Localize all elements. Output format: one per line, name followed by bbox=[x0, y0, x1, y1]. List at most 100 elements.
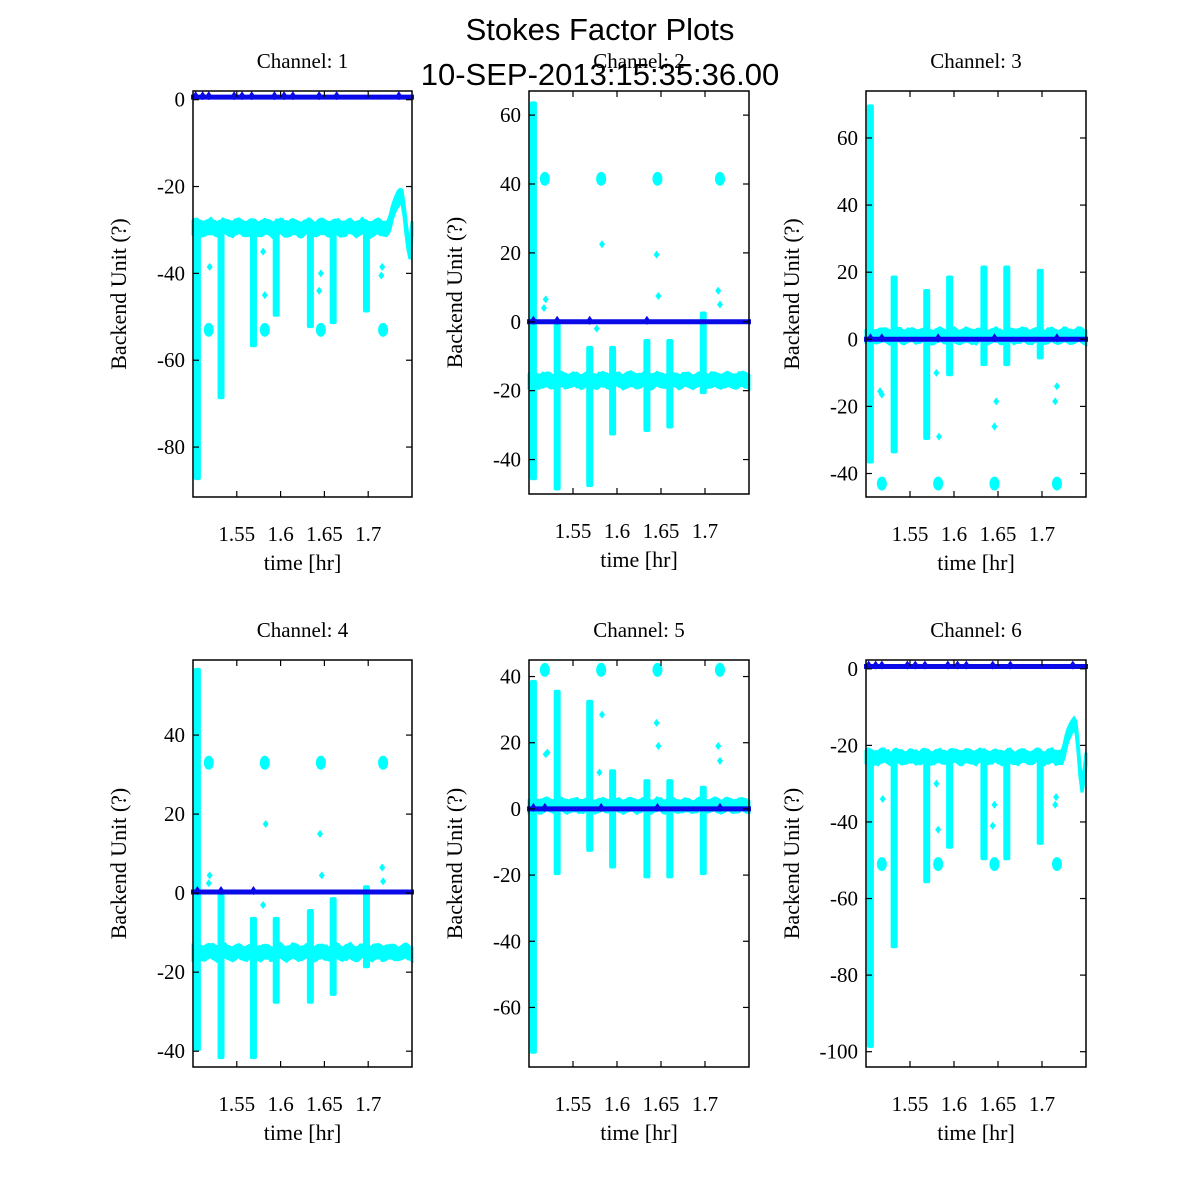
panel-channel-3: 1.55 1.6 1.65 1.7 60 40 20 0 -20 -40 Channel: 3 tim… bbox=[779, 49, 1088, 575]
cyan-point bbox=[379, 262, 386, 271]
y-tick-label: -20 bbox=[830, 394, 858, 418]
y-tick-label: 40 bbox=[500, 172, 521, 196]
blue-marker bbox=[238, 91, 247, 101]
blue-series bbox=[527, 315, 751, 325]
y-tick-label: -40 bbox=[830, 810, 858, 834]
blue-marker bbox=[247, 91, 256, 101]
blue-marker bbox=[553, 315, 562, 325]
panel-channel-5: 1.55 1.6 1.65 1.7 40 20 0 -20 -40 -60 Channel: 5 ti… bbox=[442, 618, 751, 1145]
cyan-point bbox=[1052, 397, 1059, 406]
cyan-cluster bbox=[933, 857, 944, 872]
blue-marker bbox=[288, 91, 297, 101]
blue-marker bbox=[204, 91, 213, 101]
y-tick-label: 20 bbox=[500, 241, 521, 265]
cyan-point bbox=[991, 422, 998, 431]
x-axis-label: time [hr] bbox=[600, 547, 678, 572]
cyan-spike bbox=[217, 893, 225, 1060]
panel-title: Channel: 5 bbox=[593, 618, 685, 642]
figure-title: Stokes Factor Plots bbox=[466, 12, 735, 47]
cyan-series bbox=[191, 187, 414, 481]
blue-marker bbox=[962, 660, 971, 670]
panel-channel-2: 1.55 1.6 1.65 1.7 60 40 20 0 -20 -40 Channel: 2 tim… bbox=[442, 49, 751, 572]
cyan-spike bbox=[890, 275, 898, 454]
cyan-cluster bbox=[652, 662, 663, 677]
plot-area bbox=[191, 91, 414, 481]
cyan-baseline-band bbox=[191, 187, 414, 260]
cyan-spike bbox=[529, 679, 537, 1054]
x-axis-label: time [hr] bbox=[937, 1120, 1015, 1145]
blue-series bbox=[527, 802, 751, 812]
cyan-cluster bbox=[989, 476, 1000, 491]
y-tick-label: -20 bbox=[830, 733, 858, 757]
y-tick-label: -40 bbox=[830, 462, 858, 486]
panel-title: Channel: 6 bbox=[930, 618, 1022, 642]
axes-frame bbox=[192, 90, 413, 498]
cyan-cluster bbox=[259, 322, 270, 337]
panel-channel-1: 1.55 1.6 1.65 1.7 0 -20 -40 -60 -80 Channel: 1 tim… bbox=[106, 49, 414, 575]
x-axis-label: time [hr] bbox=[937, 550, 1015, 575]
y-tick-label: -20 bbox=[493, 379, 521, 403]
blue-marker bbox=[540, 802, 549, 812]
cyan-point bbox=[260, 900, 267, 909]
cyan-cluster bbox=[203, 755, 214, 770]
cyan-cluster bbox=[378, 322, 389, 337]
y-tick-label: 60 bbox=[837, 126, 858, 150]
cyan-cluster bbox=[1051, 857, 1062, 872]
cyan-point bbox=[206, 262, 213, 271]
blue-marker bbox=[1052, 333, 1061, 343]
y-tick-label: -60 bbox=[830, 887, 858, 911]
plot-area bbox=[191, 667, 414, 1060]
x-tick-label: 1.55 bbox=[892, 522, 929, 546]
blue-marker bbox=[198, 91, 207, 101]
cyan-spike bbox=[329, 897, 337, 996]
blue-marker bbox=[217, 885, 226, 895]
y-tick-label: -40 bbox=[493, 448, 521, 472]
cyan-spike bbox=[362, 885, 370, 969]
cyan-spike bbox=[890, 756, 898, 949]
cyan-point bbox=[716, 756, 723, 765]
y-tick-label: 0 bbox=[848, 657, 859, 681]
blue-marker bbox=[597, 802, 606, 812]
blue-marker bbox=[866, 333, 875, 343]
y-tick-label: 0 bbox=[848, 327, 859, 351]
y-axis-label: Backend Unit (?) bbox=[779, 788, 804, 940]
cyan-spike bbox=[329, 227, 337, 325]
cyan-point bbox=[380, 877, 387, 886]
cyan-point bbox=[1052, 800, 1059, 809]
cyan-spike bbox=[529, 101, 537, 481]
cyan-spike bbox=[980, 265, 988, 367]
cyan-cluster bbox=[378, 755, 389, 770]
x-tick-label: 1.7 bbox=[692, 1092, 718, 1116]
x-tick-label: 1.55 bbox=[892, 1092, 929, 1116]
blue-marker bbox=[903, 660, 912, 670]
cyan-cluster bbox=[315, 755, 326, 770]
blue-marker bbox=[529, 315, 538, 325]
y-axis-label: Backend Unit (?) bbox=[442, 788, 467, 940]
cyan-spike bbox=[923, 756, 931, 884]
x-tick-label: 1.6 bbox=[604, 1092, 630, 1116]
cyan-point bbox=[260, 247, 267, 256]
cyan-spike bbox=[272, 916, 280, 1004]
y-tick-label: -80 bbox=[830, 963, 858, 987]
cyan-spike bbox=[193, 667, 201, 1052]
x-tick-label: 1.6 bbox=[267, 1092, 293, 1116]
cyan-point bbox=[540, 304, 547, 312]
cyan-point bbox=[205, 879, 212, 888]
blue-series bbox=[191, 885, 414, 895]
blue-marker bbox=[871, 660, 880, 670]
cyan-series bbox=[864, 104, 1088, 491]
figure-subtitle-timestamp: 10-SEP-2013:15:35:36.00 bbox=[421, 57, 780, 92]
x-tick-label: 1.7 bbox=[1029, 1092, 1055, 1116]
cyan-point bbox=[379, 863, 386, 872]
blue-marker bbox=[1068, 660, 1077, 670]
blue-marker bbox=[953, 660, 962, 670]
x-tick-label: 1.6 bbox=[941, 1092, 967, 1116]
cyan-spike bbox=[923, 288, 931, 440]
y-tick-label: 20 bbox=[837, 260, 858, 284]
cyan-spike bbox=[553, 689, 561, 876]
cyan-spike bbox=[1036, 756, 1044, 845]
y-tick-label: -20 bbox=[157, 960, 185, 984]
cyan-point bbox=[655, 742, 662, 751]
blue-marker bbox=[934, 333, 943, 343]
